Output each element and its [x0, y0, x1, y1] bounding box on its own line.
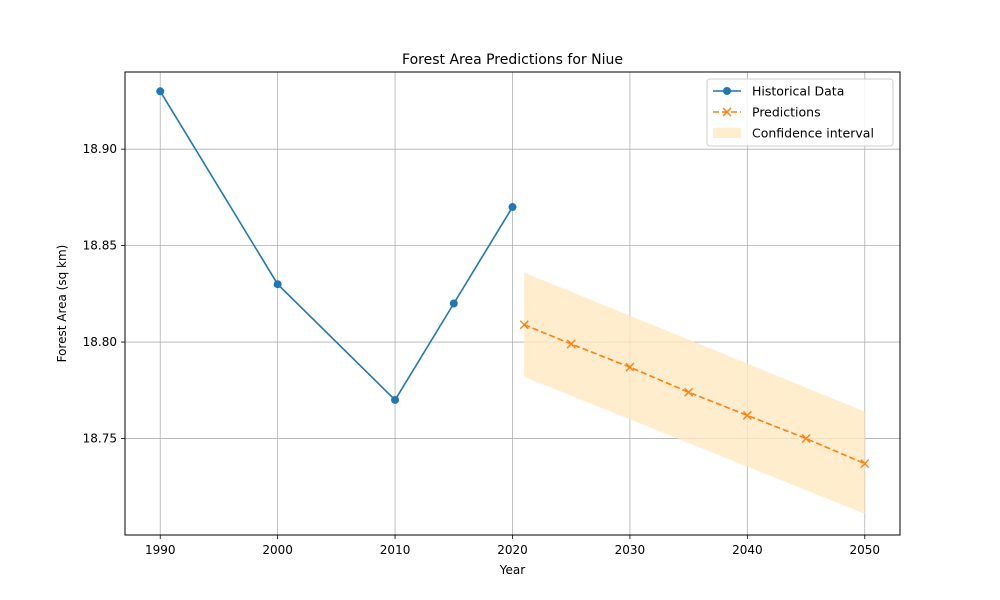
data-point-stroke	[860, 459, 870, 469]
legend-label-predictions: Predictions	[752, 105, 821, 120]
data-point	[566, 339, 576, 349]
legend-swatch-confidence	[713, 128, 741, 138]
grid-lines	[125, 72, 900, 535]
legend-marker-historical	[723, 87, 731, 95]
y-tick-label: 18.80	[83, 335, 117, 349]
data-point	[625, 362, 635, 372]
y-tick-label: 18.90	[83, 142, 117, 156]
data-point	[508, 203, 517, 212]
data-point-stroke	[566, 339, 576, 349]
data-point-stroke	[742, 410, 752, 420]
confidence-band	[524, 272, 865, 514]
legend-label-historical: Historical Data	[752, 84, 844, 99]
data-point	[519, 320, 529, 330]
y-axis-label: Forest Area (sq km)	[55, 245, 69, 363]
data-point-stroke	[625, 362, 635, 372]
series-1	[519, 320, 870, 469]
x-tick-label: 1990	[145, 543, 176, 557]
data-point	[684, 387, 694, 397]
legend-label-confidence: Confidence interval	[752, 126, 874, 141]
data-point-stroke	[519, 320, 529, 330]
x-axis-label: Year	[499, 563, 525, 577]
x-tick-label: 2040	[732, 543, 763, 557]
tick-labels: 1990 2000 2010 2020 2030 2040 2050 18.75 18.80 18…	[83, 142, 880, 557]
data-point	[860, 459, 870, 469]
data-point	[156, 87, 165, 96]
x-tick-label: 2050	[849, 543, 880, 557]
chart-title: Forest Area Predictions for Niue	[402, 52, 623, 68]
data-point	[391, 395, 400, 404]
legend-box	[706, 78, 894, 147]
data-point	[449, 299, 458, 308]
series-layer	[156, 87, 870, 469]
series-0	[156, 87, 517, 404]
data-point	[742, 410, 752, 420]
data-point	[801, 434, 811, 444]
data-point-stroke	[684, 387, 694, 397]
x-tick-label: 2010	[380, 543, 411, 557]
y-tick-label: 18.85	[83, 239, 117, 253]
y-tick-label: 18.75	[83, 432, 117, 446]
data-point-stroke	[801, 434, 811, 444]
x-tick-label: 2000	[262, 543, 293, 557]
x-tick-label: 2030	[615, 543, 646, 557]
legend-marker-predictions	[722, 107, 732, 117]
data-point	[273, 280, 282, 289]
legend: Historical Data Predictions Confidence int…	[706, 78, 894, 147]
confidence-interval-band	[524, 272, 865, 514]
x-tick-label: 2020	[497, 543, 528, 557]
